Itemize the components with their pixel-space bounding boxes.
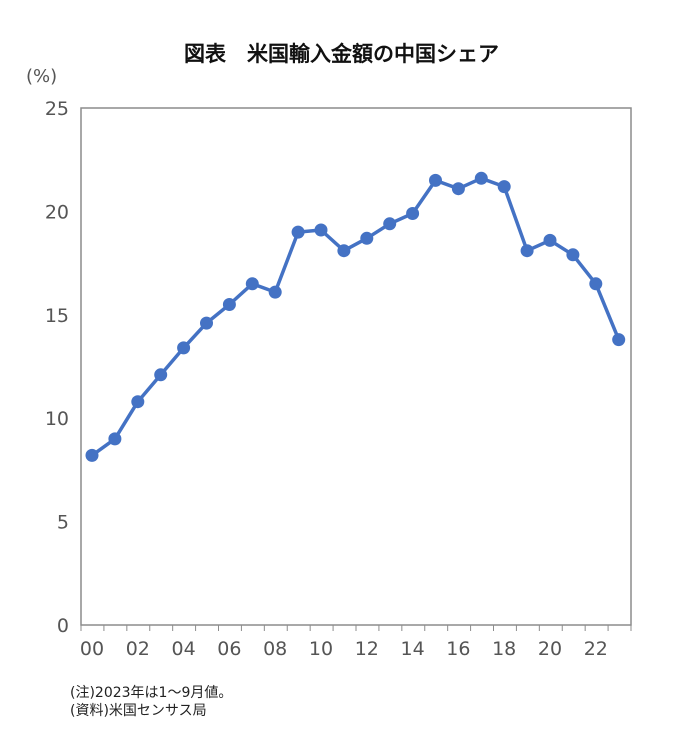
x-tick-label: 12 [355, 638, 379, 660]
data-point [222, 298, 236, 311]
x-tick-label: 16 [446, 638, 470, 660]
data-point [131, 395, 145, 409]
x-tick-label: 02 [126, 638, 150, 660]
data-point [566, 248, 580, 262]
x-tick-label: 14 [401, 638, 425, 660]
data-point [543, 233, 557, 247]
x-tick-label: 08 [263, 638, 287, 660]
y-tick-label: 0 [57, 615, 69, 637]
y-axis-unit-label: (%) [26, 66, 57, 87]
x-tick-label: 10 [309, 638, 333, 660]
note-line: (注)2023年は1～9月値。 [70, 685, 233, 701]
x-tick-labels: 00 02 04 06 08 10 12 14 16 18 20 22 [80, 638, 608, 660]
data-point [154, 368, 168, 382]
data-point [520, 244, 534, 258]
data-point [245, 277, 259, 291]
y-tick-label: 25 [45, 98, 69, 120]
notes: (注)2023年は1～9月値。 (資料)米国センサス局 [70, 684, 232, 720]
x-tick-label: 04 [172, 638, 196, 660]
x-tick-marks [80, 625, 632, 631]
x-tick-label: 00 [80, 638, 104, 660]
y-tick-label: 5 [57, 512, 69, 534]
data-point [268, 285, 282, 299]
data-point [612, 333, 626, 347]
plot-frame [80, 107, 632, 626]
data-point [85, 448, 99, 462]
chart-title: 図表 米国輸入金額の中国シェア [184, 42, 499, 66]
data-point [360, 231, 374, 245]
data-point [108, 432, 122, 446]
y-tick-label: 10 [45, 408, 69, 430]
data-points [85, 171, 626, 462]
data-point [429, 173, 442, 187]
x-tick-label: 18 [492, 638, 516, 660]
data-point [291, 225, 305, 239]
y-tick-label: 20 [45, 201, 69, 223]
data-point [497, 180, 511, 194]
x-tick-label: 20 [538, 638, 562, 660]
data-point [474, 171, 488, 185]
data-point [177, 341, 191, 355]
x-tick-label: 22 [584, 638, 608, 660]
data-point [337, 244, 351, 258]
y-tick-labels: 0 5 10 15 20 25 [45, 98, 69, 637]
x-tick-label: 06 [217, 638, 241, 660]
data-point [451, 182, 465, 196]
data-point [589, 277, 603, 291]
y-tick-label: 15 [45, 305, 69, 327]
data-point [200, 316, 213, 330]
data-point [406, 207, 420, 220]
data-point [383, 217, 397, 231]
series-line [90, 176, 621, 457]
data-point [314, 223, 328, 237]
source-line: (資料)米国センサス局 [70, 703, 207, 719]
